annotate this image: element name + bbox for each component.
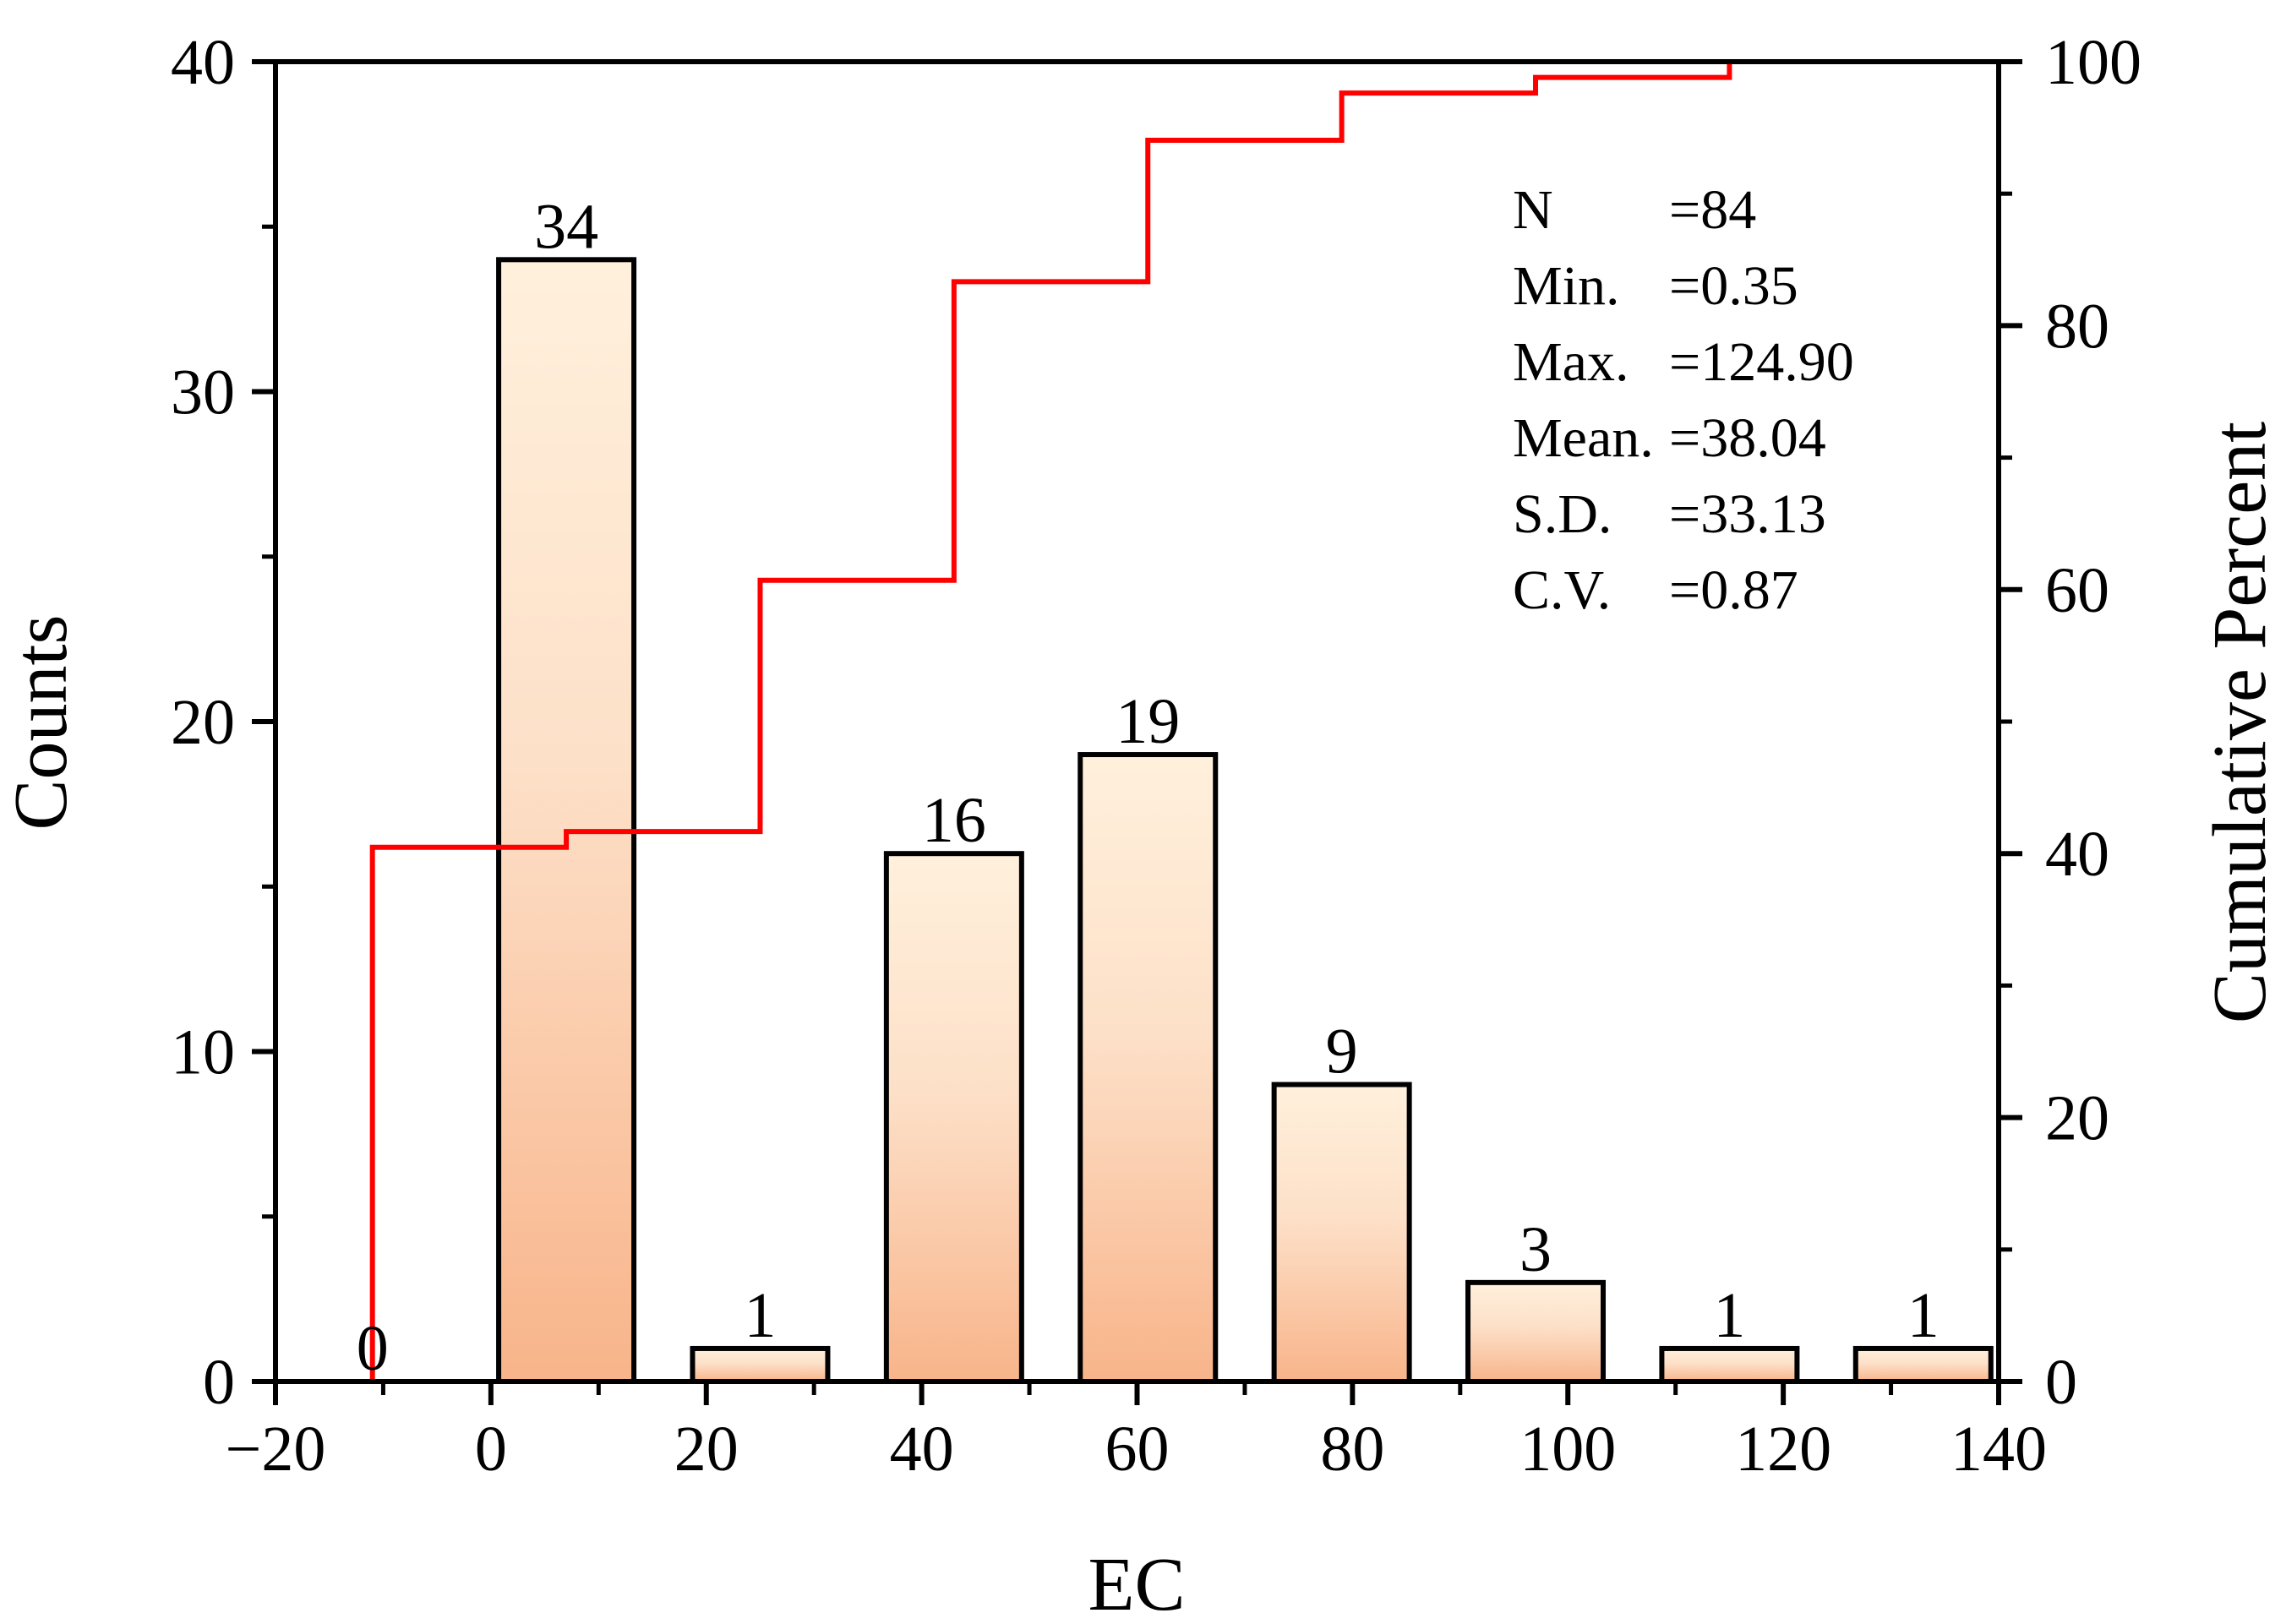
stat-key: N (1513, 179, 1553, 241)
cumulative-line-layer (369, 62, 1732, 1381)
x-tick-label: 120 (1735, 1414, 1831, 1485)
bar-4 (1078, 752, 1219, 1384)
x-axis-title: EC (1088, 1543, 1185, 1624)
y2-tick-label: 100 (2045, 27, 2141, 98)
bar-label-4: 19 (1116, 686, 1180, 757)
stat-key: S.D. (1513, 483, 1612, 545)
stat-key: Mean. (1513, 407, 1654, 469)
x-tick-label: −20 (226, 1414, 326, 1485)
y-tick-label: 30 (171, 357, 235, 428)
y2-tick-label: 80 (2045, 291, 2109, 362)
x-tick-label: 40 (890, 1414, 954, 1485)
y-tick-label: 0 (203, 1347, 235, 1418)
y2-tick-label: 20 (2045, 1083, 2109, 1154)
y-tick-label: 10 (171, 1017, 235, 1088)
stat-key: Min. (1513, 255, 1620, 317)
cumulative-line (369, 62, 1732, 1381)
bars-layer (496, 257, 1994, 1385)
y-tick-label: 20 (171, 687, 235, 758)
bar-6 (1465, 1279, 1607, 1384)
stat-value: =33.13 (1669, 483, 1826, 545)
bar-label-0: 0 (357, 1313, 389, 1384)
bar-1 (496, 257, 637, 1384)
stat-value: =0.87 (1669, 559, 1798, 621)
stat-value: =124.90 (1669, 331, 1854, 393)
bar-3 (883, 851, 1024, 1384)
y-tick-label: 40 (171, 27, 235, 98)
bar-label-1: 34 (534, 191, 598, 262)
bar-7 (1659, 1345, 1800, 1384)
y-axis-title: Counts (0, 614, 83, 830)
stat-key: C.V. (1513, 559, 1611, 621)
x-tick-label: 0 (475, 1414, 507, 1485)
x-tick-label: 100 (1519, 1414, 1616, 1485)
bar-label-8: 1 (1907, 1280, 1940, 1351)
labels-layer: 0 34 1 16 19 9 3 1 1 (357, 191, 1940, 1384)
x-tick-label: 20 (674, 1414, 739, 1485)
axes-layer: −20 0 20 40 60 80 100 120 1400102030400204060801… (171, 27, 2141, 1485)
y2-axis-title: Cumulative Percent (2198, 422, 2282, 1023)
bar-2 (690, 1345, 831, 1384)
bar-label-6: 3 (1519, 1214, 1552, 1285)
x-tick-label: 140 (1950, 1414, 2047, 1485)
x-tick-label: 60 (1105, 1414, 1170, 1485)
y2-tick-label: 60 (2045, 555, 2109, 626)
stat-value: =38.04 (1669, 407, 1826, 469)
bar-label-7: 1 (1713, 1280, 1745, 1351)
bar-label-2: 1 (744, 1280, 776, 1351)
stat-value: =84 (1669, 179, 1756, 241)
stat-value: =0.35 (1669, 255, 1798, 317)
bar-label-3: 16 (922, 785, 986, 856)
bar-5 (1271, 1082, 1412, 1385)
stat-key: Max. (1513, 331, 1629, 393)
bar-8 (1852, 1345, 1994, 1384)
y2-tick-label: 40 (2045, 819, 2109, 890)
x-tick-label: 80 (1320, 1414, 1384, 1485)
y2-tick-label: 0 (2045, 1347, 2077, 1418)
bar-label-5: 9 (1326, 1016, 1358, 1087)
